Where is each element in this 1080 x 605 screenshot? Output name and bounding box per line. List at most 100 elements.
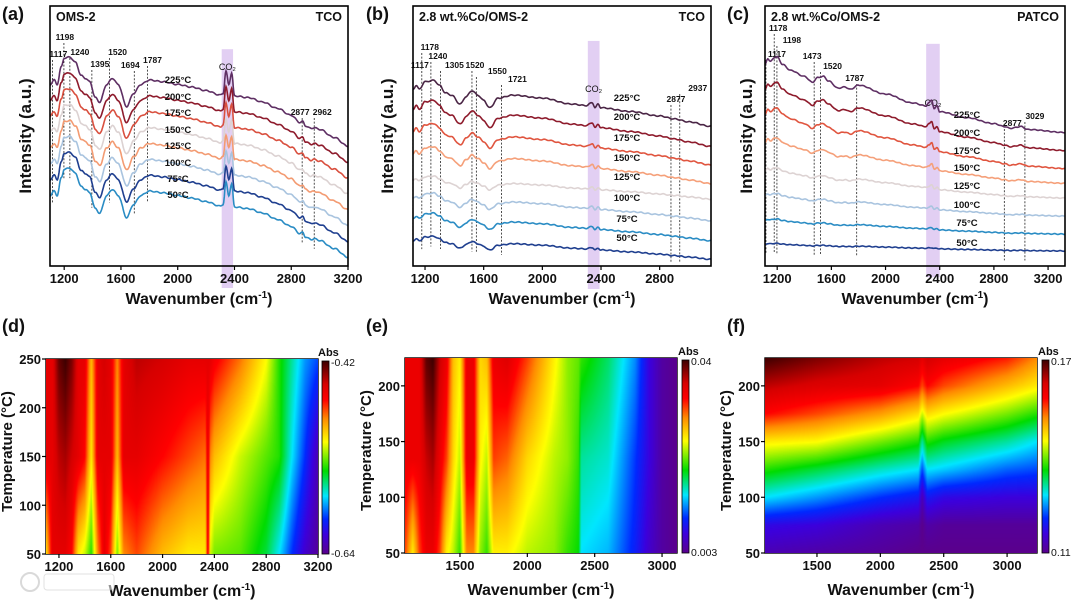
series-line-125C: [765, 167, 1065, 200]
series-line-225C: [765, 55, 1065, 134]
x-tick-label: 1200: [50, 271, 79, 286]
x-axis-label-main: Wavenumber (cm: [488, 291, 621, 308]
colorbar-max-label: 0.04: [691, 356, 712, 368]
colorbar: [1041, 359, 1050, 554]
y-axis-label: Intensity (a.u.): [737, 78, 756, 193]
peak-label: 1198: [783, 35, 802, 45]
peak-label: 2877: [667, 94, 686, 104]
co2-band: [926, 43, 940, 278]
series-label: 50°C: [616, 233, 637, 244]
series-label: 100°C: [165, 158, 192, 169]
x-axis-label-sup: -1: [621, 290, 630, 301]
x-tick-label: 2800: [277, 271, 306, 286]
co2-label: CO₂: [219, 62, 237, 72]
peak-label: 1787: [143, 55, 162, 65]
series-line-150C: [50, 103, 348, 195]
x-tick-label: 1200: [411, 271, 440, 286]
watermark-logo: [20, 572, 115, 592]
heatmap-f: [765, 358, 1037, 553]
x-tick-label: 3000: [648, 558, 677, 573]
peak-label: 1721: [508, 74, 527, 84]
series-line-50C: [413, 235, 711, 261]
series-line-75C: [413, 211, 711, 242]
y-axis-label: Temperature (°C): [0, 391, 16, 512]
x-tick-label: 1600: [96, 559, 125, 574]
colorbar-min-label: 0.003: [691, 547, 717, 559]
series-label: 50°C: [956, 238, 977, 249]
y-tick-label: 100: [19, 498, 41, 513]
sample-title: 2.8 wt.%Co/OMS-2: [419, 10, 528, 24]
series-line-125C: [413, 175, 711, 201]
series-line-200C: [50, 71, 348, 164]
x-tick-label: 2400: [587, 271, 616, 286]
series-label: 75°C: [616, 214, 637, 225]
x-axis-label-end: ): [630, 291, 635, 308]
x-axis-label-sup: -1: [241, 582, 250, 593]
series-label: 225°C: [954, 110, 981, 121]
series-line-100C: [765, 192, 1065, 218]
x-axis-label-sup: -1: [960, 581, 969, 592]
panel-label: (f): [727, 316, 745, 336]
condition-label: PATCO: [1017, 10, 1059, 24]
panel-c: (c)CO₂1117117811981473152017872877302922…: [727, 4, 1066, 308]
series-label: 225°C: [614, 93, 641, 104]
x-axis-label: Wavenumber (cm-1): [125, 290, 272, 308]
x-tick-label: 1600: [469, 271, 498, 286]
x-axis-label: Wavenumber (cm-1): [841, 290, 988, 308]
x-tick-label: 1600: [817, 271, 846, 286]
series-line-200C: [765, 81, 1065, 152]
colorbar-max-label: 0.17: [1051, 356, 1072, 368]
peak-label: 2962: [313, 107, 332, 117]
heatmap-e: [405, 358, 677, 553]
colorbar: [681, 359, 690, 554]
series-label: 175°C: [614, 133, 641, 144]
peak-label: 2937: [688, 83, 707, 93]
x-axis-label-sup: -1: [600, 581, 609, 592]
colorbar-label: Abs: [1038, 346, 1059, 358]
series-label: 125°C: [954, 181, 981, 192]
panel-label: (b): [366, 4, 389, 24]
peak-label: 1117: [49, 49, 67, 59]
peak-label: 1198: [56, 32, 75, 42]
y-tick-label: 150: [738, 435, 760, 450]
series-label: 100°C: [614, 193, 641, 204]
colorbar-min-label: -0.64: [331, 548, 355, 560]
x-axis-label: Wavenumber (cm-1): [827, 581, 974, 599]
series-line-50C: [50, 167, 348, 259]
x-axis-label-end: ): [267, 291, 272, 308]
x-axis-label-main: Wavenumber (cm: [467, 582, 600, 599]
peak-label: 1694: [121, 60, 140, 70]
x-tick-label: 2500: [580, 558, 609, 573]
colorbar: [321, 360, 330, 555]
series-line-75C: [765, 217, 1065, 236]
x-tick-label: 2800: [979, 271, 1008, 286]
x-axis-label-end: ): [983, 291, 988, 308]
y-tick-label: 100: [378, 490, 400, 505]
series-label: 175°C: [954, 146, 981, 157]
peak-label: 1787: [845, 73, 864, 83]
series-line-225C: [413, 79, 711, 128]
x-tick-label: 2000: [871, 271, 900, 286]
peak-label: 1240: [70, 47, 89, 57]
y-tick-label: 100: [738, 490, 760, 505]
peak-label: 2877: [291, 107, 310, 117]
series-line-100C: [413, 191, 711, 222]
x-tick-label: 2000: [148, 559, 177, 574]
series-line-225C: [50, 55, 348, 148]
series-label: 200°C: [614, 112, 641, 123]
x-tick-label: 2800: [645, 271, 674, 286]
series-line-175C: [413, 122, 711, 166]
series-line-75C: [50, 151, 348, 243]
series-label: 125°C: [165, 141, 192, 152]
y-tick-label: 200: [738, 379, 760, 394]
colorbar-max-label: -0.42: [331, 357, 355, 369]
peak-label: 1395: [90, 59, 109, 69]
panel-d: (d) 50 100 150 200 250 Temperature (°C) Abs-0.4…: [0, 316, 355, 600]
peak-label: 1550: [488, 66, 507, 76]
x-tick-label: 2400: [925, 271, 954, 286]
series-label: 150°C: [165, 125, 192, 136]
